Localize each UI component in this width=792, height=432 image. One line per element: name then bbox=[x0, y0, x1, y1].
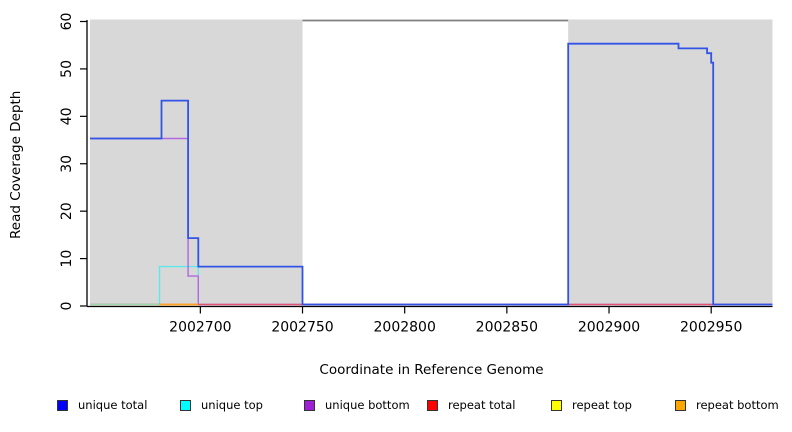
y-tick-label: 50 bbox=[59, 60, 75, 78]
legend-swatch-icon bbox=[57, 399, 68, 411]
legend: unique total unique top unique bottom repea… bbox=[0, 397, 792, 417]
y-tick-label: 30 bbox=[59, 155, 75, 173]
legend-label: repeat top bbox=[572, 398, 632, 412]
x-tick-label: 2002900 bbox=[578, 320, 640, 336]
legend-label: unique total bbox=[78, 398, 148, 412]
legend-item-repeat-bottom: repeat bottom bbox=[675, 397, 779, 413]
y-axis-label: Read Coverage Depth bbox=[8, 90, 24, 240]
repeat-region-left bbox=[90, 19, 303, 304]
x-axis-label: Coordinate in Reference Genome bbox=[319, 362, 544, 378]
legend-item-repeat-total: repeat total bbox=[427, 397, 515, 413]
legend-swatch-icon bbox=[304, 399, 315, 411]
legend-swatch-icon bbox=[551, 399, 562, 411]
legend-label: unique top bbox=[201, 398, 263, 412]
y-tick-label: 60 bbox=[59, 13, 75, 31]
x-tick-label: 2002700 bbox=[169, 320, 231, 336]
legend-item-unique-total: unique total bbox=[57, 397, 147, 413]
series-unique-total-line bbox=[90, 42, 773, 306]
legend-item-unique-top: unique top bbox=[180, 397, 263, 413]
x-tick-label: 2002800 bbox=[374, 320, 436, 336]
x-tick-label: 2002950 bbox=[680, 320, 742, 336]
legend-label: repeat bottom bbox=[696, 398, 779, 412]
legend-swatch-icon bbox=[675, 399, 686, 411]
y-tick-label: 20 bbox=[59, 202, 75, 220]
legend-swatch-icon bbox=[427, 399, 438, 411]
legend-label: repeat total bbox=[448, 398, 516, 412]
legend-label: unique bottom bbox=[325, 398, 410, 412]
y-tick-label: 10 bbox=[59, 250, 75, 268]
y-tick-label: 40 bbox=[59, 107, 75, 125]
y-tick-label: 0 bbox=[59, 302, 75, 311]
legend-swatch-icon bbox=[180, 399, 191, 411]
x-tick-label: 2002750 bbox=[271, 320, 333, 336]
repeat-region-right bbox=[568, 19, 773, 304]
legend-item-unique-bottom: unique bottom bbox=[304, 397, 410, 413]
legend-item-repeat-top: repeat top bbox=[551, 397, 632, 413]
x-tick-label: 2002850 bbox=[476, 320, 538, 336]
